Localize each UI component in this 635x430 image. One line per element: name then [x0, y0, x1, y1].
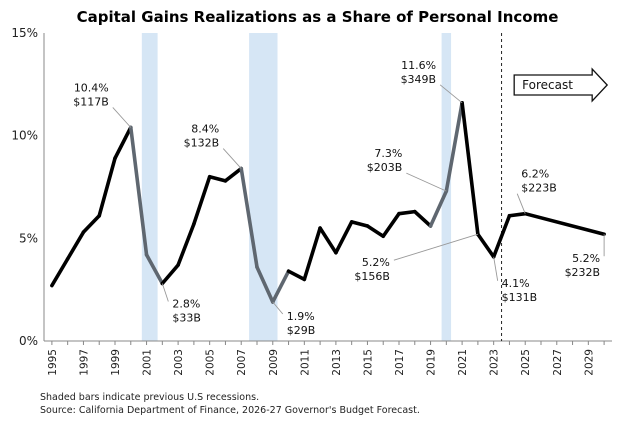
annotation-percent: 5.2%	[362, 256, 390, 269]
annotation-leader	[393, 233, 479, 261]
annotation-amount: $117B	[73, 95, 109, 108]
series-segment	[365, 224, 386, 239]
y-tick-label: 5%	[19, 231, 38, 245]
series-segment	[113, 125, 133, 161]
x-tick-label: 2007	[236, 349, 248, 376]
chart-title: Capital Gains Realizations as a Share of…	[76, 8, 559, 26]
series-segment	[460, 101, 480, 237]
x-tick-label: 1995	[47, 349, 59, 376]
annotation-leader	[406, 172, 447, 192]
y-tick-label: 15%	[11, 26, 38, 40]
series-segment	[223, 166, 244, 183]
annotation-percent: 2.8%	[172, 298, 200, 311]
series-segment	[349, 220, 370, 228]
series-segment	[412, 209, 433, 228]
series-segment	[523, 211, 606, 237]
series-segment	[428, 189, 449, 228]
x-tick-label: 1999	[110, 349, 122, 376]
x-tick-label: 2025	[520, 349, 532, 376]
x-tick-label: 2013	[331, 349, 343, 376]
series-segment	[507, 211, 528, 218]
series-segment	[81, 213, 102, 234]
annotation-percent: 6.2%	[521, 168, 549, 181]
series-segment	[381, 211, 401, 239]
footnote-source: Source: California Department of Finance…	[40, 405, 420, 416]
annotation-percent: 7.3%	[374, 147, 402, 160]
series-segment	[476, 232, 496, 259]
annotation-percent: 4.1%	[502, 277, 530, 290]
x-tick-label: 2015	[362, 349, 374, 376]
series-segment	[444, 101, 464, 193]
series-segment	[239, 166, 259, 269]
x-tick-label: 2029	[583, 349, 595, 376]
forecast-arrow	[513, 67, 609, 103]
series-segment	[160, 263, 180, 286]
series-segment	[286, 269, 307, 282]
annotation-percent: 11.6%	[401, 59, 436, 72]
annotation-percent: 5.2%	[572, 252, 600, 265]
series-segment	[302, 226, 322, 282]
annotation-leader	[112, 107, 132, 128]
series-segment	[255, 265, 275, 304]
annotation-percent: 1.9%	[287, 310, 315, 323]
series-segment	[128, 125, 149, 257]
x-tick-label: 2005	[205, 349, 217, 376]
footnote-recessions: Shaded bars indicate previous U.S recess…	[40, 392, 260, 403]
series-segment	[397, 209, 417, 216]
x-tick-label: 2017	[394, 349, 406, 376]
annotation-leader	[222, 148, 242, 169]
annotation-leader	[439, 84, 463, 104]
forecast-label: Forecast	[522, 78, 573, 92]
series-segment	[270, 269, 291, 304]
x-tick-label: 2001	[142, 349, 154, 376]
y-tick-label: 0%	[19, 334, 38, 348]
series-segment	[97, 156, 117, 218]
annotation-percent: 10.4%	[74, 81, 109, 94]
series-segment	[65, 230, 86, 261]
annotation-leader	[516, 193, 526, 214]
annotation-percent: 8.4%	[191, 123, 219, 136]
annotation-amount: $33B	[172, 312, 201, 325]
annotation-leader	[161, 283, 169, 302]
x-tick-label: 2021	[457, 349, 469, 376]
annotation-amount: $29B	[287, 324, 316, 337]
series-segment	[144, 252, 165, 286]
annotation-amount: $223B	[521, 182, 557, 195]
recession-band-2	[249, 33, 278, 341]
annotation-amount: $156B	[354, 270, 390, 283]
series-segment	[491, 213, 512, 259]
annotation-leader	[272, 301, 284, 315]
x-tick-label: 1997	[78, 349, 90, 376]
x-tick-label: 2023	[489, 349, 501, 376]
series-segment	[192, 174, 212, 226]
series-segment	[176, 222, 196, 267]
x-tick-label: 2027	[552, 349, 564, 376]
x-tick-label: 2009	[268, 349, 280, 376]
y-tick-label: 10%	[11, 129, 38, 143]
series-segment	[50, 257, 70, 288]
annotation-leader	[493, 256, 499, 281]
x-tick-label: 2011	[299, 349, 311, 376]
annotation-amount: $232B	[565, 266, 601, 279]
recession-band-1	[141, 33, 158, 341]
series-segment	[334, 220, 354, 255]
series-segment	[318, 226, 338, 255]
annotation-amount: $349B	[401, 73, 437, 86]
annotation-amount: $131B	[502, 291, 538, 304]
series-segment	[207, 174, 228, 183]
annotation-amount: $132B	[184, 137, 220, 150]
x-tick-label: 2019	[426, 349, 438, 376]
x-tick-label: 2003	[173, 349, 185, 376]
annotation-amount: $203B	[367, 161, 403, 174]
